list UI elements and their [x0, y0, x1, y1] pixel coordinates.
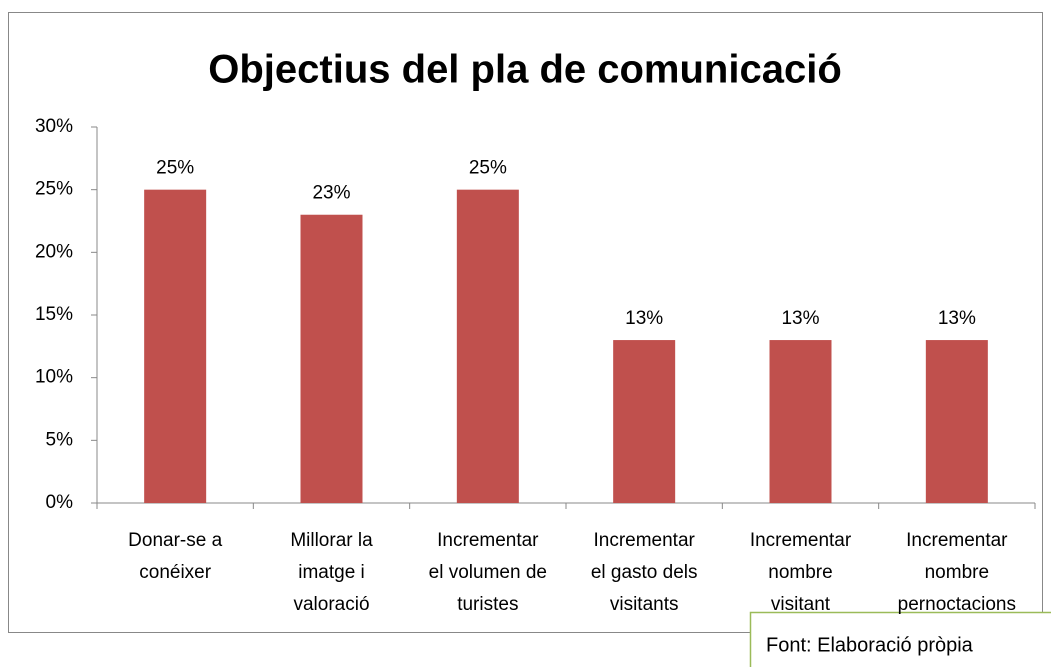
bar: [613, 340, 675, 503]
y-tick-label: 30%: [35, 116, 73, 137]
bar: [926, 340, 988, 503]
bar: [770, 340, 832, 503]
y-tick-label: 5%: [46, 429, 74, 450]
y-tick-label: 10%: [35, 367, 73, 388]
y-tick-label: 0%: [46, 492, 74, 513]
y-tick-label: 20%: [35, 241, 73, 262]
data-label: 23%: [312, 183, 350, 204]
bar: [144, 190, 206, 503]
data-label: 13%: [938, 308, 976, 329]
source-note: Font: Elaboració pròpia: [766, 634, 974, 656]
chart-title: Objectius del pla de comunicació: [208, 48, 842, 92]
data-label: 13%: [625, 308, 663, 329]
data-label: 13%: [781, 308, 819, 329]
y-tick-label: 15%: [35, 304, 73, 325]
data-label: 25%: [156, 158, 194, 179]
bar: [301, 215, 363, 503]
bar: [457, 190, 519, 503]
y-tick-label: 25%: [35, 179, 73, 200]
data-label: 25%: [469, 158, 507, 179]
